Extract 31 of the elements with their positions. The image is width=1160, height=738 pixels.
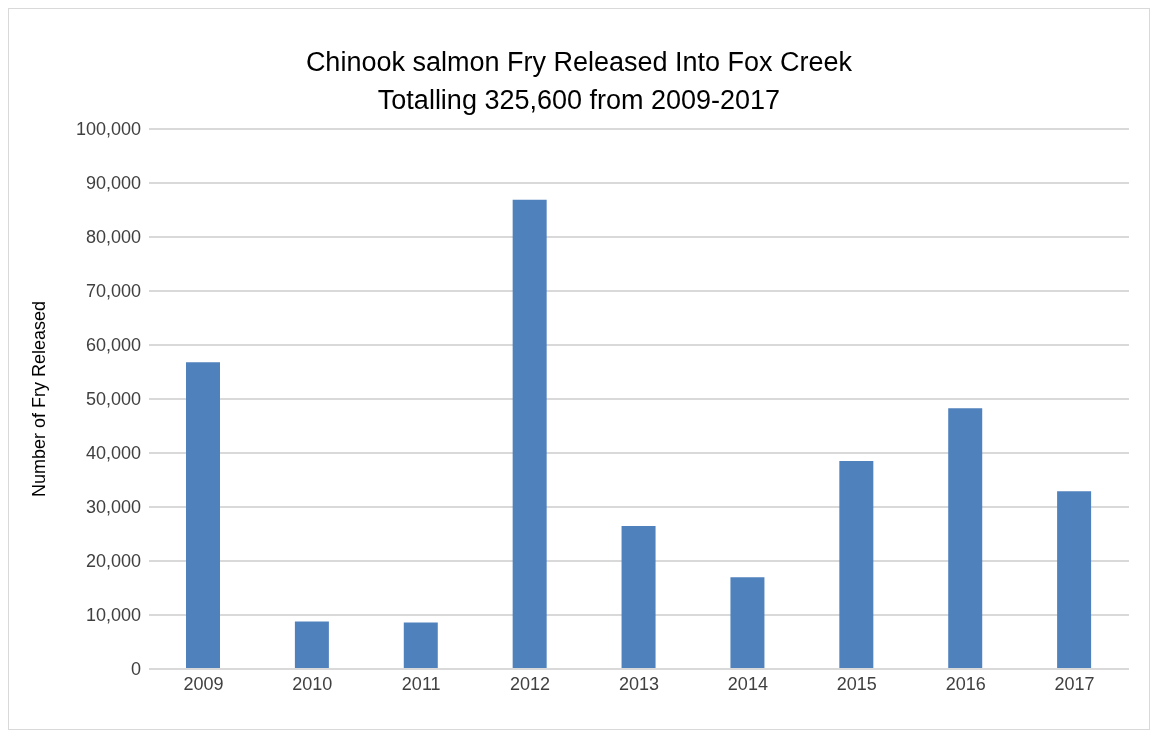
chart-title: Chinook salmon Fry Released Into Fox Creek Totalling 325,600 from 2009-2017 — [304, 46, 854, 117]
y-tick-label: 0 — [130, 659, 141, 680]
y-tick-label: 70,000 — [85, 281, 141, 302]
x-tick-label: 2017 — [1054, 673, 1095, 694]
x-tick-label: 2016 — [945, 673, 986, 694]
bar — [186, 362, 220, 669]
bar — [403, 622, 438, 669]
x-tick-label: 2013 — [618, 673, 660, 694]
x-tick-label: 2010 — [292, 673, 333, 694]
y-tick-label: 30,000 — [85, 497, 141, 518]
x-tick-label: 2014 — [727, 673, 768, 694]
bar — [621, 525, 656, 669]
x-tick-label: 2011 — [401, 673, 441, 694]
bar — [730, 577, 765, 669]
y-tick-label: 20,000 — [85, 551, 141, 572]
y-tick-label: 10,000 — [85, 605, 141, 626]
y-tick-label: 90,000 — [85, 173, 141, 194]
y-tick-label: 50,000 — [85, 389, 141, 410]
bar — [1057, 491, 1092, 669]
y-axis-title: Number of Fry Released — [29, 300, 50, 498]
y-tick-label: 100,000 — [75, 119, 141, 140]
y-tick-label: 80,000 — [85, 227, 141, 248]
bar — [294, 621, 329, 669]
y-tick-label: 40,000 — [85, 443, 141, 464]
bar — [948, 408, 983, 669]
y-tick-label: 60,000 — [85, 335, 141, 356]
bar — [839, 461, 874, 669]
x-tick-label: 2012 — [510, 673, 551, 694]
x-tick-label: 2009 — [183, 673, 224, 694]
bar — [512, 199, 547, 669]
x-tick-label: 2015 — [836, 673, 877, 694]
